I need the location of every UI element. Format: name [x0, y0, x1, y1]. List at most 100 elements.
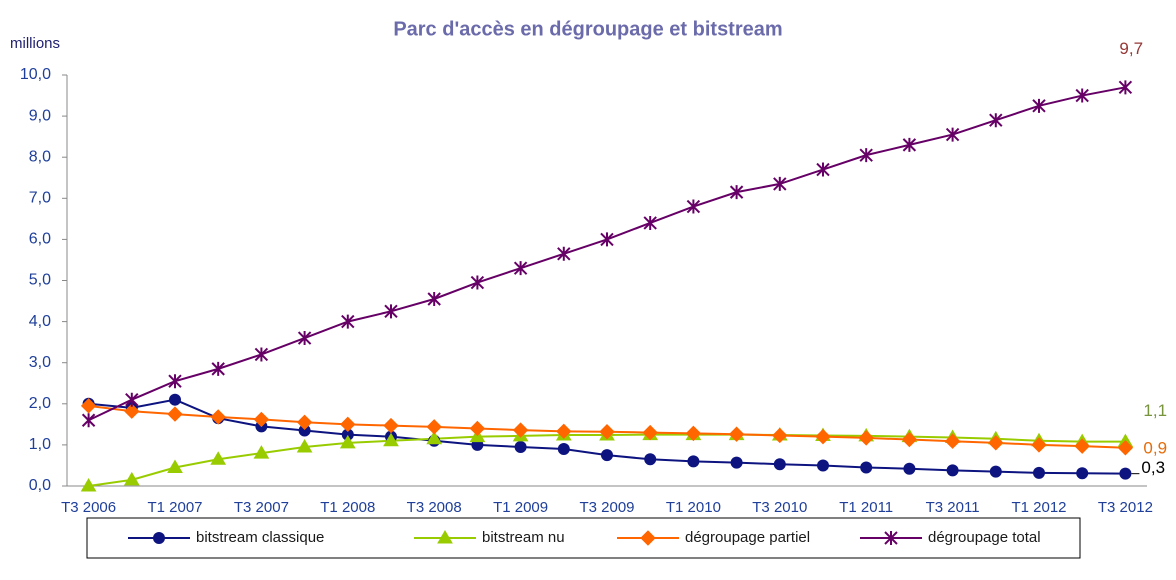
marker	[1117, 440, 1134, 456]
y-tick-label: 0,0	[29, 477, 51, 494]
marker	[297, 331, 312, 346]
legend-label: bitstream classique	[196, 529, 324, 546]
marker	[80, 478, 97, 492]
legend-box	[86, 517, 1081, 559]
marker	[556, 423, 572, 440]
legend-label: dégroupage partiel	[685, 529, 810, 546]
marker	[773, 176, 787, 191]
marker	[123, 471, 140, 486]
marker	[685, 425, 702, 442]
marker	[210, 451, 227, 465]
marker	[989, 465, 1002, 478]
marker	[817, 459, 829, 472]
x-tick-label: T1 2010	[666, 499, 721, 516]
marker	[437, 530, 453, 544]
marker	[469, 420, 486, 437]
chart-title: Parc d'accès en dégroupage et bitstream	[393, 18, 782, 40]
marker	[124, 403, 140, 419]
y-tick-label: 9,0	[29, 107, 51, 124]
marker	[1075, 88, 1089, 103]
marker	[858, 430, 874, 446]
marker	[341, 314, 355, 329]
legend-label: bitstream nu	[482, 529, 565, 546]
marker	[253, 411, 270, 428]
marker	[125, 392, 139, 407]
marker	[427, 291, 441, 306]
x-tick-label: T1 2011	[839, 499, 893, 516]
marker	[470, 275, 485, 290]
data-label: 9,7	[1119, 39, 1143, 58]
marker	[1074, 438, 1090, 454]
marker	[153, 532, 165, 544]
marker	[514, 440, 527, 453]
marker	[687, 455, 700, 468]
x-tick-label: T3 2008	[407, 499, 462, 516]
marker	[860, 461, 873, 474]
marker	[169, 393, 181, 406]
marker	[296, 438, 313, 453]
marker	[81, 413, 96, 428]
marker	[1033, 466, 1045, 479]
x-tick-label: T3 2006	[61, 499, 116, 516]
x-tick-label: T1 2008	[320, 499, 375, 516]
marker	[901, 431, 918, 448]
y-tick-label: 4,0	[29, 313, 51, 330]
marker	[945, 127, 960, 142]
marker	[254, 347, 269, 362]
marker	[383, 417, 399, 434]
marker	[557, 246, 571, 261]
marker	[512, 422, 529, 438]
marker	[298, 424, 311, 437]
marker	[513, 261, 528, 276]
marker	[642, 424, 658, 441]
marker	[384, 304, 398, 319]
x-tick-label: T1 2009	[493, 499, 548, 516]
x-tick-label: T3 2012	[1098, 499, 1153, 516]
series-line	[88, 86, 1126, 422]
data-label: 0,9	[1143, 438, 1167, 457]
marker	[426, 419, 442, 435]
y-tick-label: 10,0	[20, 66, 51, 83]
marker	[730, 456, 743, 469]
y-tick-label: 5,0	[29, 272, 51, 289]
x-tick-label: T1 2012	[1011, 499, 1066, 516]
marker	[773, 458, 786, 471]
marker	[599, 424, 615, 440]
marker	[884, 531, 898, 545]
marker	[211, 361, 225, 376]
x-tick-label: T3 2011	[926, 499, 980, 516]
marker	[600, 232, 614, 247]
marker	[902, 137, 917, 152]
marker	[946, 464, 959, 477]
marker	[859, 148, 873, 163]
y-tick-label: 8,0	[29, 148, 51, 165]
y-tick-label: 7,0	[29, 190, 51, 207]
marker	[168, 374, 182, 389]
marker	[383, 432, 399, 447]
marker	[640, 530, 656, 546]
marker	[296, 414, 313, 431]
y-axis-label: millions	[10, 35, 60, 52]
legend-label: dégroupage total	[928, 529, 1041, 546]
marker	[686, 199, 701, 214]
marker	[80, 398, 97, 414]
data-label: 1,1	[1143, 401, 1167, 420]
marker	[1118, 80, 1133, 95]
x-tick-label: T1 2007	[147, 499, 202, 516]
marker	[903, 462, 916, 475]
marker	[253, 445, 270, 459]
marker	[989, 113, 1003, 128]
marker	[729, 185, 744, 200]
y-tick-label: 3,0	[29, 354, 51, 371]
marker	[944, 433, 961, 449]
x-tick-label: T3 2009	[579, 499, 634, 516]
marker	[1031, 437, 1047, 453]
marker	[816, 162, 830, 177]
marker	[339, 434, 356, 449]
marker	[772, 427, 788, 444]
data-label: 0,3	[1141, 458, 1165, 477]
marker	[815, 428, 831, 445]
marker	[728, 426, 745, 442]
marker	[1032, 98, 1046, 113]
y-tick-label: 6,0	[29, 231, 51, 248]
